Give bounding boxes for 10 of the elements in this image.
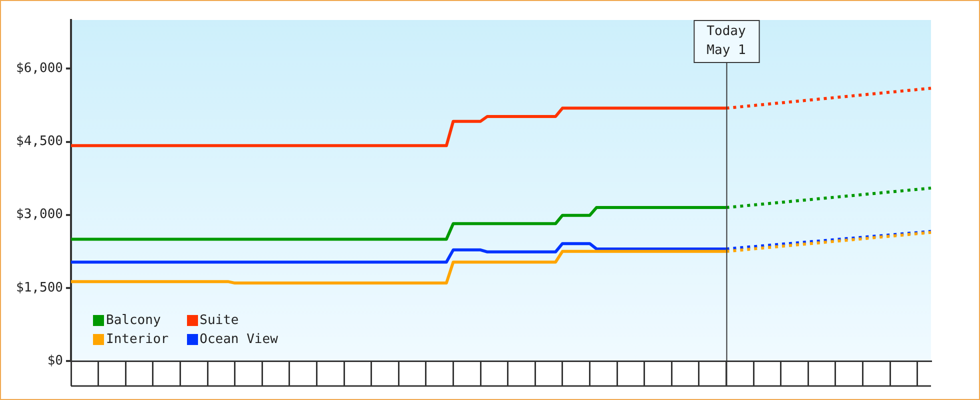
legend-label: Balcony [106, 313, 161, 328]
legend-label: Ocean View [200, 332, 278, 347]
y-tick-label: $4,500 [16, 134, 63, 150]
y-tick-label: $1,500 [16, 280, 63, 296]
legend-label: Interior [106, 332, 169, 347]
y-tick-label: $0 [47, 353, 63, 368]
y-tick-label: $6,000 [16, 61, 63, 76]
y-tick-label: $3,000 [16, 207, 63, 222]
annotation: Today May 1 [706, 24, 746, 58]
legend-label: Suite [200, 313, 239, 328]
